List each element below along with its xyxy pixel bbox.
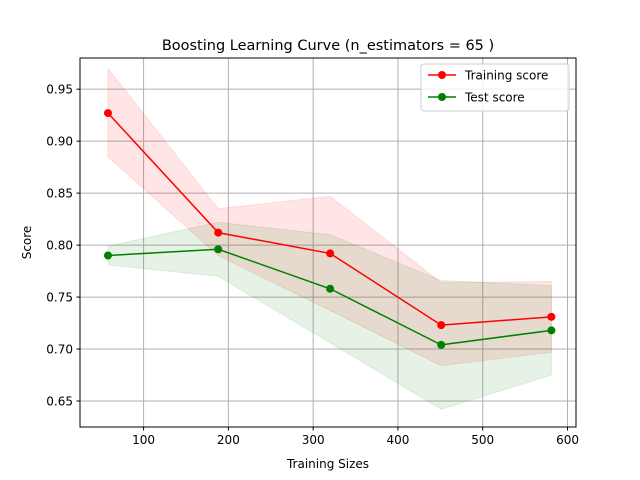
x-tick-label: 400 bbox=[386, 433, 409, 447]
y-axis-title: Score bbox=[20, 226, 34, 260]
training-score-point bbox=[103, 109, 112, 118]
legend-marker-training bbox=[438, 71, 446, 79]
series-lines bbox=[103, 109, 556, 349]
y-tick-label: 0.70 bbox=[46, 342, 73, 356]
y-tick-label: 0.75 bbox=[46, 290, 73, 304]
legend: Training score Test score bbox=[420, 63, 570, 112]
test-score-point bbox=[326, 284, 335, 293]
legend-label-training: Training score bbox=[464, 69, 548, 83]
y-tick-label: 0.80 bbox=[46, 238, 73, 252]
y-axis-ticks: 0.65 0.70 0.75 0.80 0.85 0.90 0.95 bbox=[46, 82, 80, 408]
test-score-point bbox=[547, 326, 556, 335]
x-tick-label: 500 bbox=[471, 433, 494, 447]
x-tick-label: 200 bbox=[217, 433, 240, 447]
x-tick-label: 100 bbox=[132, 433, 155, 447]
y-tick-label: 0.90 bbox=[46, 134, 73, 148]
test-score-point bbox=[103, 251, 112, 260]
training-score-point bbox=[326, 249, 335, 258]
x-tick-label: 600 bbox=[556, 433, 579, 447]
x-tick-label: 300 bbox=[302, 433, 325, 447]
test-score-point bbox=[214, 245, 223, 254]
confidence-bands bbox=[107, 66, 552, 410]
legend-box bbox=[420, 63, 570, 112]
training-score-point bbox=[547, 312, 556, 321]
y-tick-label: 0.95 bbox=[46, 82, 73, 96]
grid bbox=[80, 58, 576, 427]
test-score-band bbox=[107, 221, 552, 410]
x-axis-ticks: 100 200 300 400 500 600 bbox=[132, 427, 579, 447]
training-score-point bbox=[214, 228, 223, 237]
training-score-point bbox=[437, 321, 446, 330]
chart-title: Boosting Learning Curve (n_estimators = … bbox=[162, 38, 494, 54]
test-score-point bbox=[437, 340, 446, 349]
legend-label-test: Test score bbox=[464, 91, 525, 105]
x-axis-title: Training Sizes bbox=[286, 457, 369, 471]
y-tick-label: 0.85 bbox=[46, 186, 73, 200]
y-tick-label: 0.65 bbox=[46, 394, 73, 408]
training-score-band bbox=[107, 66, 552, 367]
plot-frame bbox=[79, 57, 577, 428]
legend-marker-test bbox=[438, 93, 446, 101]
